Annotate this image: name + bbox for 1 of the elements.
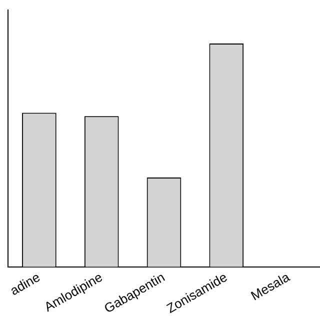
x-tick-label: adine — [7, 269, 42, 298]
